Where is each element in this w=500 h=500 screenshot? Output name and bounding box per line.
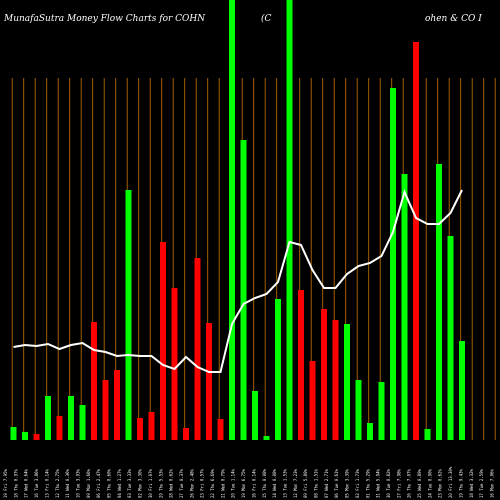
date-label: 07 Wed 2.71% <box>324 469 329 498</box>
money-flow-bar <box>102 380 109 440</box>
money-flow-bar <box>171 288 178 440</box>
money-flow-bar <box>229 0 235 440</box>
date-label: 27 Fri 7.98% <box>396 469 401 498</box>
money-flow-bar <box>240 140 247 440</box>
date-label: 26 Mon 2.48% <box>189 469 194 498</box>
money-flow-bar <box>298 290 304 440</box>
date-label: 02 Fri 1.73% <box>355 469 360 498</box>
money-flow-bar <box>401 174 408 440</box>
date-label: 30 Fri 1.07% <box>148 469 153 498</box>
date-label: 09 Mon 1.66% <box>86 469 91 498</box>
money-flow-bar <box>22 432 28 440</box>
date-label: 09 Fri 5.80% <box>303 469 308 498</box>
date-label: 20 Tue 1.14% <box>231 469 236 498</box>
money-flow-line <box>13 189 463 373</box>
date-label: 04 Wed 1.27% <box>117 469 122 498</box>
date-label: 21 Wed 0.79% <box>220 469 225 498</box>
money-flow-bar <box>355 380 362 440</box>
money-flow-bar <box>321 309 327 440</box>
money-flow-bar <box>79 405 86 440</box>
date-label: 18 Thu 0.97% <box>13 469 18 498</box>
date-label: 29 Thu 5.53% <box>158 469 163 498</box>
money-flow-bar <box>45 396 51 440</box>
date-label: 17 Wed 0.64% <box>24 469 29 498</box>
date-label: 10 Tue 3.93% <box>76 469 81 498</box>
date-label: 14 Wed 0.08% <box>272 469 277 498</box>
date-label: 18 Wed 3.32% <box>469 469 474 498</box>
money-flow-bar <box>137 418 143 440</box>
date-label: 16 Tue 3.86% <box>34 469 39 498</box>
money-flow-bar <box>125 190 132 440</box>
money-flow-bar <box>447 236 454 440</box>
date-label: 06 Fri 2.47% <box>96 469 101 498</box>
date-label: 19 Mon 6.75% <box>241 469 246 498</box>
date-label: 22 Thu 6.69% <box>210 469 215 498</box>
date-label: 01 Thu 5.29% <box>365 469 370 498</box>
date-label: 06 Tue 0.61% <box>334 469 339 498</box>
date-label: 23 Fri 0.57% <box>200 469 205 498</box>
money-flow-bar <box>217 419 224 440</box>
money-flow-bar <box>114 370 120 440</box>
money-flow-bar <box>263 436 270 440</box>
date-label: 28 Wed 0.62% <box>169 469 174 498</box>
money-flow-bar <box>68 396 74 440</box>
money-flow-bar <box>332 320 339 440</box>
date-label: 16 Fri 0.14% <box>251 469 256 498</box>
date-label: 23 Mon 0.62% <box>438 469 443 498</box>
money-flow-bar <box>275 299 281 440</box>
money-flow-bar <box>413 42 419 440</box>
money-flow-bar <box>367 423 373 440</box>
chart-title-company-end: ohen & CO I <box>425 14 482 24</box>
date-label: 16 Mon 7.06% <box>489 469 494 498</box>
money-flow-bar <box>183 428 189 440</box>
money-flow-bar <box>91 322 97 440</box>
date-label: 12 Thu 2.75% <box>55 469 60 498</box>
date-label: 25 Wed 0.89% <box>417 469 422 498</box>
money-flow-bar <box>33 434 40 440</box>
date-label: 20 Fri 13.30% <box>448 466 453 498</box>
date-label: 12 Mon 7.23% <box>293 469 298 498</box>
date-label: 26 Thu 7.07% <box>407 469 412 498</box>
date-label: 11 Wed 0.36% <box>65 469 70 498</box>
money-flow-bar <box>148 412 155 440</box>
money-flow-bar <box>10 427 17 440</box>
money-flow-bar <box>309 361 316 440</box>
date-label: 13 Fri 0.14% <box>44 469 49 498</box>
date-label: 24 Tue 0.90% <box>427 469 432 498</box>
money-flow-bar <box>56 416 63 440</box>
money-flow-bar <box>378 382 385 440</box>
date-label: 05 Thu 0.60% <box>107 469 112 498</box>
date-label: 02 Mon 3.30% <box>138 469 143 498</box>
date-label: 19 Thu 9.43% <box>458 469 463 498</box>
money-flow-bar <box>344 324 350 440</box>
money-flow-bar <box>194 258 201 440</box>
date-label: 13 Tue 1.53% <box>282 469 287 498</box>
money-flow-bar <box>436 164 442 440</box>
date-label: 08 Thu 1.51% <box>314 469 319 498</box>
money-flow-bar <box>252 391 258 440</box>
date-label: 27 Tue 0.37% <box>179 469 184 498</box>
date-label: 19 Fri 7.95% <box>3 469 8 498</box>
money-flow-bars <box>10 0 465 440</box>
date-label: 15 Thu 0.08% <box>262 469 267 498</box>
money-flow-bar <box>459 341 465 440</box>
date-label: 30 Tue 0.82% <box>386 469 391 498</box>
chart-title: MunafaSutra Money Flow Charts for COHN <box>3 14 206 24</box>
x-axis-date-labels: 19 Fri 7.95% 18 Thu 0.97% 17 Wed 0.64% 16 T… <box>3 466 494 498</box>
date-label: 05 Mon 3.39% <box>345 469 350 498</box>
money-flow-bar <box>424 429 431 440</box>
date-label: 31 Wed 5.94% <box>376 469 381 498</box>
money-flow-bar <box>206 323 212 440</box>
money-flow-bar <box>390 88 396 440</box>
date-label: 03 Tue 3.33% <box>127 469 132 498</box>
money-flow-bar <box>160 242 166 440</box>
money-flow-bar <box>286 0 293 440</box>
chart-title-company-start: (C <box>261 13 272 24</box>
date-label: 17 Tue 2.59% <box>479 469 484 498</box>
